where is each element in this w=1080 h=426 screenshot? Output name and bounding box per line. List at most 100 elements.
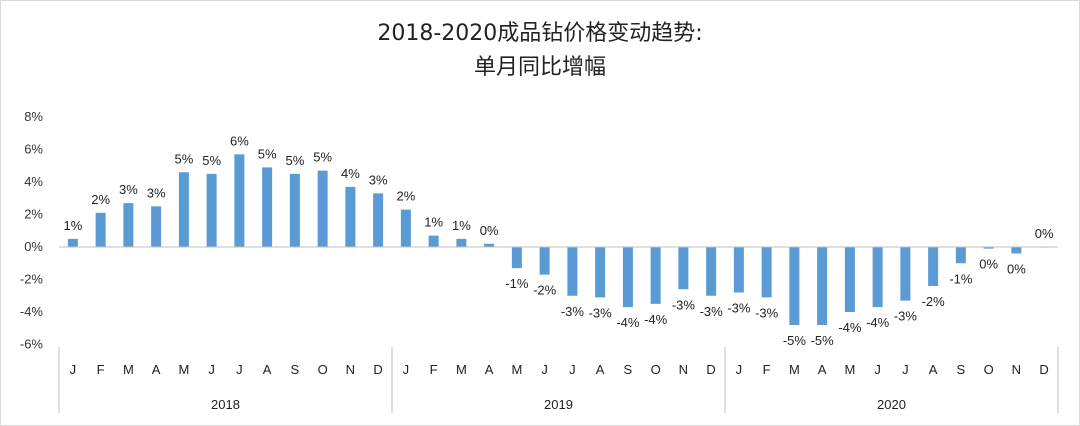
month-label: J xyxy=(874,362,881,377)
month-label: J xyxy=(541,362,548,377)
data-label: -3% xyxy=(700,304,724,319)
month-label: N xyxy=(1012,362,1021,377)
data-label: 0% xyxy=(1007,262,1026,277)
data-label: -3% xyxy=(589,305,613,320)
month-label: D xyxy=(706,362,715,377)
data-label: -1% xyxy=(949,271,973,286)
month-label: J xyxy=(902,362,909,377)
month-label: J xyxy=(403,362,410,377)
bar xyxy=(262,167,273,247)
month-label: M xyxy=(844,362,855,377)
bar xyxy=(761,247,772,298)
year-label: 2020 xyxy=(877,397,906,412)
month-label: D xyxy=(373,362,382,377)
data-label: 3% xyxy=(119,182,138,197)
y-tick-label: -4% xyxy=(20,304,44,319)
month-label: N xyxy=(346,362,355,377)
chart-title: 2018-2020成品钻价格变动趋势: xyxy=(377,21,703,46)
bar xyxy=(872,247,883,308)
data-label: 5% xyxy=(285,153,304,168)
month-label: D xyxy=(1039,362,1048,377)
bar xyxy=(1011,247,1022,254)
data-label: -3% xyxy=(727,301,751,316)
y-tick-label: 4% xyxy=(24,174,43,189)
bar xyxy=(67,238,78,247)
bar xyxy=(400,209,411,247)
data-label: 2% xyxy=(91,192,110,207)
bar xyxy=(595,247,606,298)
data-label: -3% xyxy=(672,297,696,312)
month-label: F xyxy=(763,362,771,377)
bar xyxy=(123,203,134,247)
month-label: M xyxy=(123,362,134,377)
data-label: 5% xyxy=(202,153,221,168)
bar xyxy=(789,247,800,325)
month-label: F xyxy=(97,362,105,377)
bar xyxy=(817,247,828,325)
data-label: 0% xyxy=(979,257,998,272)
data-label: -3% xyxy=(755,305,779,320)
data-label: 3% xyxy=(147,185,166,200)
data-label: -4% xyxy=(866,315,890,330)
y-tick-label: 6% xyxy=(24,142,43,157)
bar xyxy=(900,247,911,301)
data-label: -1% xyxy=(505,276,529,291)
bar xyxy=(511,247,522,269)
month-label: J xyxy=(569,362,576,377)
data-label: -4% xyxy=(838,320,862,335)
data-label: -3% xyxy=(561,304,585,319)
month-label: M xyxy=(511,362,522,377)
data-label: -2% xyxy=(533,283,557,298)
title-block: 2018-2020成品钻价格变动趋势: 单月同比增幅 xyxy=(1,17,1079,85)
bar xyxy=(706,247,717,296)
data-label: 5% xyxy=(258,146,277,161)
data-label: 0% xyxy=(1035,226,1054,241)
month-label: A xyxy=(152,362,161,377)
month-label: O xyxy=(318,362,328,377)
data-label: 4% xyxy=(341,166,360,181)
bar xyxy=(484,243,495,247)
y-tick-label: -2% xyxy=(20,272,44,287)
year-label: 2018 xyxy=(211,397,240,412)
month-label: A xyxy=(929,362,938,377)
bar xyxy=(345,186,356,247)
y-tick-label: -6% xyxy=(20,337,44,352)
bar xyxy=(289,173,300,247)
y-tick-label: 0% xyxy=(24,239,43,254)
data-label: -5% xyxy=(783,333,807,348)
year-label: 2019 xyxy=(544,397,573,412)
bar xyxy=(567,247,578,296)
bar xyxy=(928,247,939,286)
data-label: -4% xyxy=(616,315,640,330)
month-label: A xyxy=(263,362,272,377)
data-label: 1% xyxy=(452,218,471,233)
bar xyxy=(622,247,633,308)
month-label: N xyxy=(679,362,688,377)
month-label: A xyxy=(485,362,494,377)
bar xyxy=(650,247,661,304)
bar xyxy=(733,247,744,293)
data-label: 3% xyxy=(369,172,388,187)
month-label: J xyxy=(236,362,243,377)
y-tick-label: 8% xyxy=(24,109,43,124)
bar xyxy=(955,247,966,264)
bar xyxy=(317,170,328,247)
data-label: 0% xyxy=(480,223,499,238)
bar xyxy=(456,238,467,247)
month-label: M xyxy=(456,362,467,377)
month-label: F xyxy=(430,362,438,377)
bar xyxy=(983,247,994,249)
month-label: J xyxy=(736,362,743,377)
bar xyxy=(178,172,189,247)
data-label: 6% xyxy=(230,133,249,148)
data-label: 1% xyxy=(63,218,82,233)
chart-subtitle: 单月同比增幅 xyxy=(473,55,606,80)
data-label: 5% xyxy=(313,150,332,165)
data-label: -4% xyxy=(644,312,668,327)
bar xyxy=(539,247,550,275)
bar xyxy=(95,212,106,247)
bar xyxy=(844,247,855,312)
month-label: J xyxy=(70,362,77,377)
